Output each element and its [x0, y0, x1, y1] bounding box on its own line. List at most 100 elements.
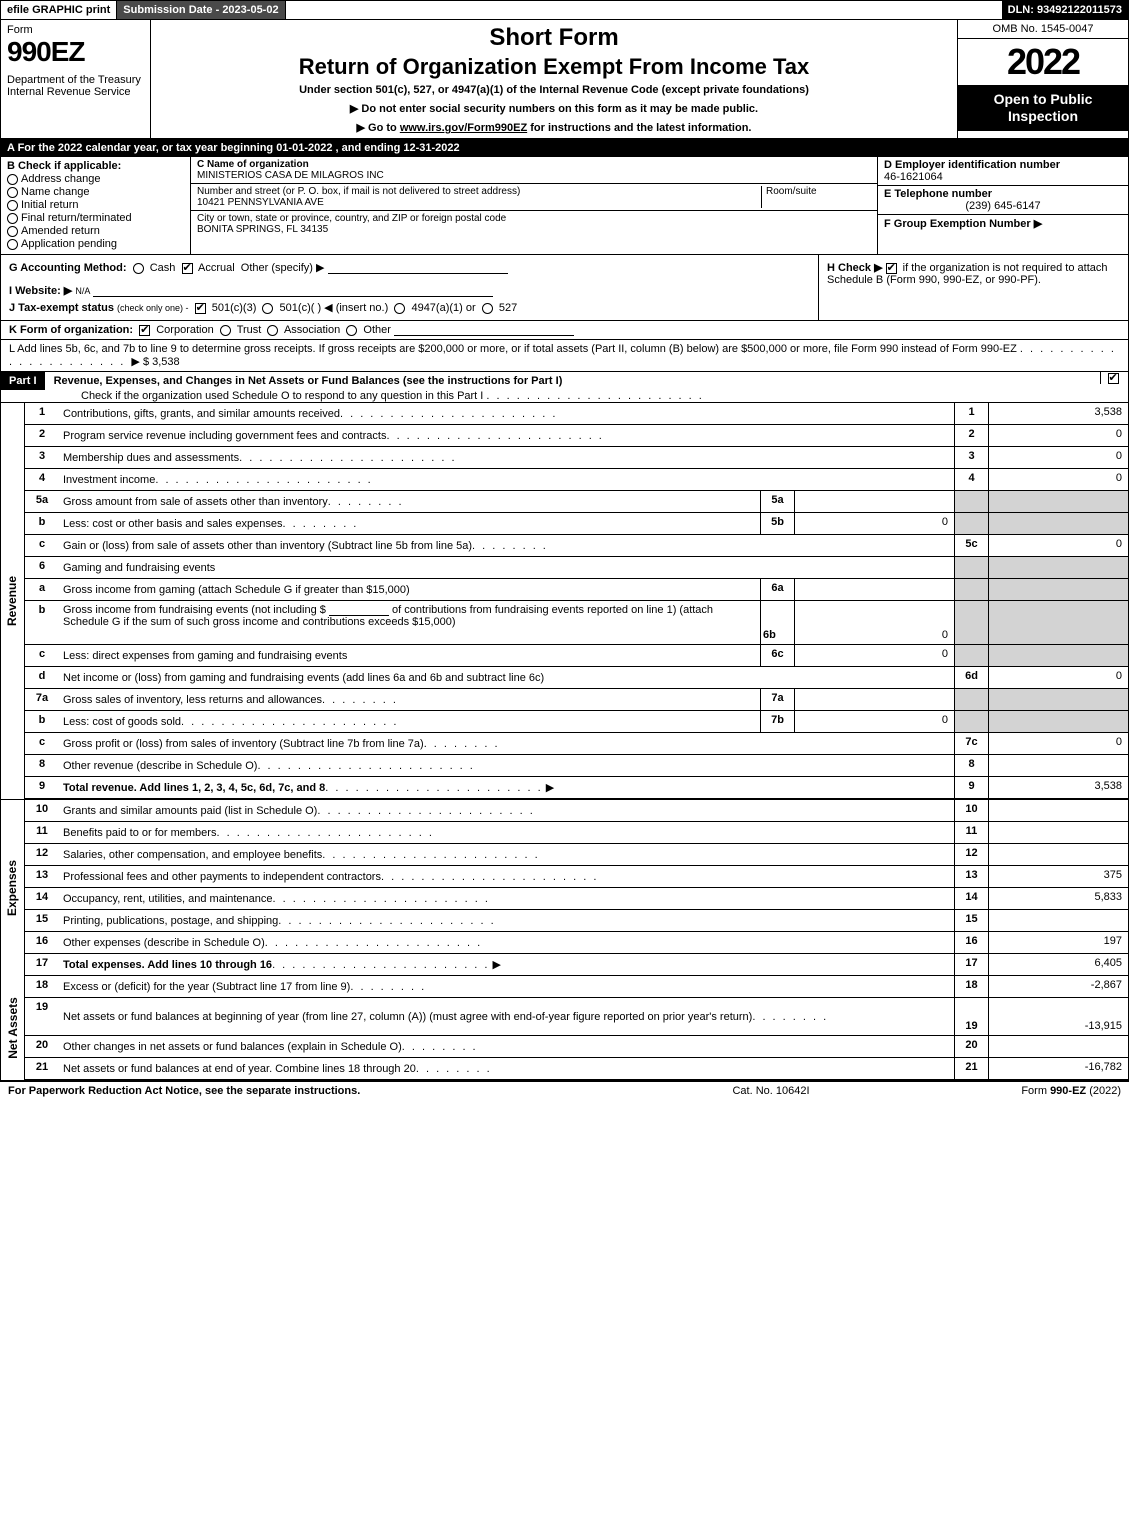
department-label: Department of the Treasury Internal Reve… — [7, 74, 144, 98]
ein-label: D Employer identification number — [884, 159, 1060, 171]
row-13: 13Professional fees and other payments t… — [25, 866, 1128, 888]
row-17: 17Total expenses. Add lines 10 through 1… — [25, 954, 1128, 976]
phone-label: E Telephone number — [884, 188, 992, 200]
return-title: Return of Organization Exempt From Incom… — [159, 54, 949, 80]
short-form-title: Short Form — [159, 24, 949, 52]
row-4: 4Investment income40 — [25, 469, 1128, 491]
opt-other-org: Other — [363, 324, 391, 336]
cb-amended-return[interactable]: Amended return — [7, 225, 184, 237]
cb-final-return[interactable]: Final return/terminated — [7, 212, 184, 224]
part1-title: Revenue, Expenses, and Changes in Net As… — [48, 372, 569, 390]
row-18: 18Excess or (deficit) for the year (Subt… — [25, 976, 1128, 998]
cb-4947[interactable] — [394, 303, 405, 314]
cb-initial-return[interactable]: Initial return — [7, 199, 184, 211]
section-bcd: B Check if applicable: Address change Na… — [0, 157, 1129, 255]
section-c: C Name of organization MINISTERIOS CASA … — [191, 157, 878, 254]
expenses-rows: 10Grants and similar amounts paid (list … — [25, 800, 1128, 976]
footer-center: Cat. No. 10642I — [621, 1085, 921, 1097]
i-label: I Website: ▶ — [9, 285, 72, 297]
website-input[interactable] — [93, 285, 493, 297]
tax-year: 2022 — [958, 39, 1128, 85]
section-b-title: B Check if applicable: — [7, 160, 184, 172]
netassets-block: Net Assets 18Excess or (deficit) for the… — [0, 976, 1129, 1081]
omb-number: OMB No. 1545-0047 — [958, 20, 1128, 39]
form-word: Form — [7, 24, 144, 36]
cb-accrual[interactable] — [182, 263, 193, 274]
cash-label: Cash — [150, 262, 176, 274]
cb-other-org[interactable] — [346, 325, 357, 336]
row-7a: 7aGross sales of inventory, less returns… — [25, 689, 1128, 711]
revenue-rows: 1Contributions, gifts, grants, and simil… — [25, 403, 1128, 799]
section-gh: G Accounting Method: Cash Accrual Other … — [0, 255, 1129, 321]
row-6d: dNet income or (loss) from gaming and fu… — [25, 667, 1128, 689]
k-label: K Form of organization: — [9, 324, 133, 336]
irs-link[interactable]: www.irs.gov/Form990EZ — [400, 122, 527, 134]
street-label: Number and street (or P. O. box, if mail… — [197, 186, 520, 197]
netassets-side-label: Net Assets — [1, 976, 25, 1080]
part1-dots — [486, 390, 703, 402]
h-pre: H Check ▶ — [827, 262, 886, 274]
group-exemption-cell: F Group Exemption Number ▶ — [878, 215, 1128, 232]
header-left: Form 990EZ Department of the Treasury In… — [1, 20, 151, 138]
cb-527[interactable] — [482, 303, 493, 314]
part1-header-row: Part I Revenue, Expenses, and Changes in… — [0, 372, 1129, 403]
netassets-rows: 18Excess or (deficit) for the year (Subt… — [25, 976, 1128, 1080]
cb-corporation[interactable] — [139, 325, 150, 336]
group-label: F Group Exemption Number ▶ — [884, 218, 1042, 230]
row-6: 6Gaming and fundraising events — [25, 557, 1128, 579]
expenses-block: Expenses 10Grants and similar amounts pa… — [0, 799, 1129, 976]
row-14: 14Occupancy, rent, utilities, and mainte… — [25, 888, 1128, 910]
row-3: 3Membership dues and assessments30 — [25, 447, 1128, 469]
opt-trust: Trust — [237, 324, 262, 336]
part1-wrap: Part I Revenue, Expenses, and Changes in… — [1, 372, 1100, 402]
accrual-label: Accrual — [198, 262, 235, 274]
row-5c: cGain or (loss) from sale of assets othe… — [25, 535, 1128, 557]
line-i: I Website: ▶ N/A — [9, 284, 810, 297]
efile-label[interactable]: efile GRAPHIC print — [1, 1, 117, 19]
row-6c: cLess: direct expenses from gaming and f… — [25, 645, 1128, 667]
revenue-block: Revenue 1Contributions, gifts, grants, a… — [0, 403, 1129, 799]
cb-cash[interactable] — [133, 263, 144, 274]
cb-association[interactable] — [267, 325, 278, 336]
cb-application-pending[interactable]: Application pending — [7, 238, 184, 250]
city-cell: City or town, state or province, country… — [191, 211, 877, 237]
line-g: G Accounting Method: Cash Accrual Other … — [9, 261, 810, 274]
dln-label: DLN: 93492122011573 — [1002, 1, 1128, 19]
ein-cell: D Employer identification number 46-1621… — [878, 157, 1128, 186]
row-16: 16Other expenses (describe in Schedule O… — [25, 932, 1128, 954]
cb-501c[interactable] — [262, 303, 273, 314]
row-20: 20Other changes in net assets or fund ba… — [25, 1036, 1128, 1058]
cb-address-change[interactable]: Address change — [7, 173, 184, 185]
revenue-side-label: Revenue — [1, 403, 25, 799]
g-label: G Accounting Method: — [9, 262, 127, 274]
ein-value: 46-1621064 — [884, 171, 943, 183]
opt-501c3: 501(c)(3) — [212, 302, 257, 314]
room-label: Room/suite — [766, 186, 817, 197]
instr2-pre: ▶ Go to — [357, 122, 400, 134]
row-1: 1Contributions, gifts, grants, and simil… — [25, 403, 1128, 425]
row-2: 2Program service revenue including gover… — [25, 425, 1128, 447]
form-header: Form 990EZ Department of the Treasury In… — [0, 20, 1129, 139]
org-name-value: MINISTERIOS CASA DE MILAGROS INC — [197, 170, 384, 181]
other-specify-input[interactable] — [328, 262, 508, 274]
submission-date: Submission Date - 2023-05-02 — [117, 1, 285, 19]
cb-name-change[interactable]: Name change — [7, 186, 184, 198]
instruction-2: ▶ Go to www.irs.gov/Form990EZ for instru… — [159, 121, 949, 134]
row-8: 8Other revenue (describe in Schedule O)8 — [25, 755, 1128, 777]
expenses-side-label: Expenses — [1, 800, 25, 976]
other-label: Other (specify) ▶ — [241, 262, 325, 274]
instr2-post: for instructions and the latest informat… — [527, 122, 751, 134]
part1-check-text: Check if the organization used Schedule … — [1, 390, 483, 402]
open-to-public: Open to Public Inspection — [958, 85, 1128, 131]
cb-schedule-b[interactable] — [886, 263, 897, 274]
city-value: BONITA SPRINGS, FL 34135 — [197, 224, 328, 235]
row-9: 9Total revenue. Add lines 1, 2, 3, 4, 5c… — [25, 777, 1128, 799]
other-org-input[interactable] — [394, 324, 574, 336]
part1-checkbox-cell — [1100, 372, 1128, 384]
opt-501c-note: ◀ (insert no.) — [324, 302, 388, 314]
cb-501c3[interactable] — [195, 303, 206, 314]
cb-schedule-o[interactable] — [1108, 373, 1119, 384]
cb-trust[interactable] — [220, 325, 231, 336]
row-10: 10Grants and similar amounts paid (list … — [25, 800, 1128, 822]
street-cell: Number and street (or P. O. box, if mail… — [191, 184, 877, 211]
